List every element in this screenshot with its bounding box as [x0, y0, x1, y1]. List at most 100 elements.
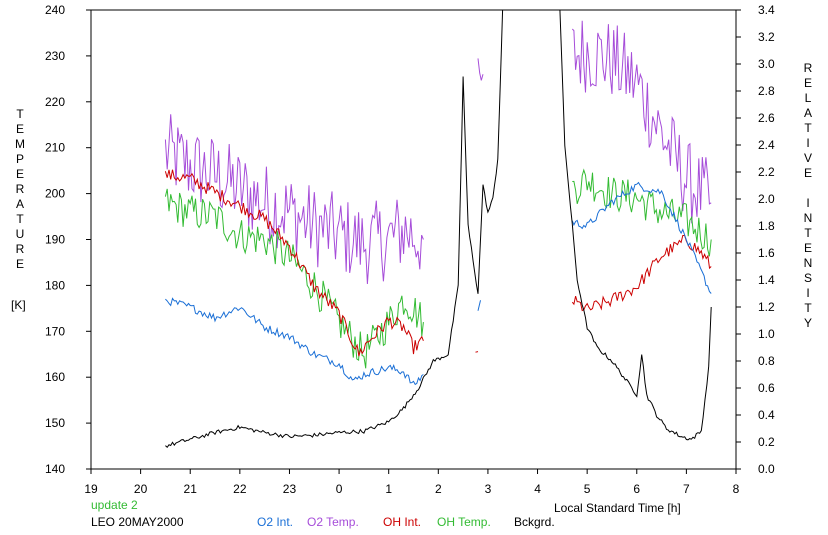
x-tick-label: 19 [84, 482, 98, 496]
axis-title-letter: E [803, 241, 812, 255]
update-label: update 2 [91, 498, 138, 512]
right-tick-label: 2.4 [758, 138, 775, 152]
axis-title-letter: T [804, 301, 812, 315]
axis-title-letter: N [803, 211, 813, 225]
series-line-segment [165, 297, 424, 386]
legend-item: O2 Temp. [307, 515, 359, 529]
series-o2-temp [164, 20, 712, 285]
right-tick-label: 0.4 [758, 408, 775, 422]
series-line-segment [165, 10, 504, 449]
left-tick-label: 220 [45, 95, 65, 109]
series-line-segment [477, 300, 481, 311]
right-tick-label: 0.8 [758, 354, 775, 368]
right-tick-label: 1.2 [758, 300, 775, 314]
right-tick-label: 2.0 [758, 192, 775, 206]
series-line-segment [572, 168, 712, 257]
legend-item: Bckgrd. [514, 515, 555, 529]
right-tick-label: 3.4 [758, 3, 775, 17]
x-tick-label: 5 [584, 482, 591, 496]
series-line-segment [571, 20, 712, 224]
x-tick-label: 8 [733, 482, 740, 496]
series-line-segment [164, 169, 424, 357]
left-tick-label: 170 [45, 324, 65, 338]
left-tick-label: 190 [45, 233, 65, 247]
axis-title-letter: Y [803, 316, 812, 330]
left-axis-unit: [K] [11, 298, 26, 312]
right-tick-label: 3.2 [758, 30, 775, 44]
x-tick-label: 0 [336, 482, 343, 496]
axis-title-letter: T [16, 212, 24, 226]
station-date-label: LEO 20MAY2000 [91, 515, 184, 529]
left-tick-label: 200 [45, 187, 65, 201]
left-tick-label: 240 [45, 3, 65, 17]
series-oh-temp [164, 168, 712, 369]
right-tick-label: 2.6 [758, 111, 775, 125]
series-bckgrd [165, 10, 712, 449]
right-tick-label: 1.4 [758, 273, 775, 287]
axis-title-letter: E [15, 122, 24, 136]
axis-title-letter: U [15, 227, 25, 241]
axis-title-letter: I [806, 136, 810, 150]
series-line-segment [559, 10, 712, 441]
x-tick-label: 23 [283, 482, 297, 496]
series-line-segment [475, 351, 479, 353]
series-oh-int [164, 169, 712, 357]
x-tick-label: 1 [385, 482, 392, 496]
right-tick-label: 1.6 [758, 246, 775, 260]
left-tick-label: 210 [45, 141, 65, 155]
axis-title-letter: E [803, 166, 812, 180]
axis-title-letter: R [803, 61, 813, 75]
axis-title-letter: R [15, 182, 25, 196]
right-tick-label: 2.2 [758, 165, 775, 179]
right-tick-label: 3.0 [758, 57, 775, 71]
left-tick-label: 150 [45, 416, 65, 430]
series-line-segment [571, 235, 712, 312]
x-tick-label: 4 [534, 482, 541, 496]
right-tick-label: 0.6 [758, 381, 775, 395]
right-tick-label: 0.0 [758, 462, 775, 476]
series-o2-int [165, 181, 712, 386]
axis-title-letter: V [803, 151, 812, 165]
right-tick-label: 1.8 [758, 219, 775, 233]
axis-title-letter: L [804, 91, 812, 105]
left-tick-label: 180 [45, 278, 65, 292]
axis-title-letter: P [15, 152, 24, 166]
x-tick-label: 2 [435, 482, 442, 496]
x-tick-label: 22 [233, 482, 247, 496]
axis-title-letter: E [15, 257, 24, 271]
left-tick-label: 160 [45, 370, 65, 384]
x-tick-label: 6 [633, 482, 640, 496]
axis-title-letter: T [804, 121, 812, 135]
right-tick-label: 2.8 [758, 84, 775, 98]
series-line-segment [571, 181, 712, 294]
axis-title-letter [800, 181, 816, 196]
axis-title-letter: E [15, 167, 24, 181]
x-axis-ticks: 19 20 21 22 23 0 1 2 3 4 5 6 7 8 [84, 469, 740, 496]
axis-title-letter: S [803, 271, 812, 285]
axis-title-letter: M [15, 137, 25, 151]
x-tick-label: 7 [683, 482, 690, 496]
axis-title-letter: E [803, 76, 812, 90]
left-tick-label: 230 [45, 49, 65, 63]
series-line-segment [477, 58, 484, 81]
axis-title-letter: I [806, 286, 810, 300]
left-tick-label: 140 [45, 462, 65, 476]
legend-item: OH Temp. [437, 515, 491, 529]
series-line-segment [164, 114, 424, 285]
axis-title-letter: A [15, 197, 24, 211]
series-line-segment [164, 188, 424, 369]
x-tick-label: 21 [184, 482, 198, 496]
right-axis-ticks: 0.0 0.2 0.4 0.6 0.8 1.0 1.2 1.4 1.6 1.8 2.0 2.2 2.4 2… [736, 3, 775, 476]
right-tick-label: 0.2 [758, 435, 775, 449]
chart-axes [90, 9, 737, 470]
axis-title-letter: I [806, 196, 810, 210]
legend-item: OH Int. [383, 515, 422, 529]
x-tick-label: 20 [134, 482, 148, 496]
x-tick-label: 3 [485, 482, 492, 496]
axis-title-letter: R [15, 242, 25, 256]
legend-item: O2 Int. [257, 515, 294, 529]
x-axis-label: Local Standard Time [h] [554, 501, 681, 515]
axis-title-letter: T [804, 226, 812, 240]
